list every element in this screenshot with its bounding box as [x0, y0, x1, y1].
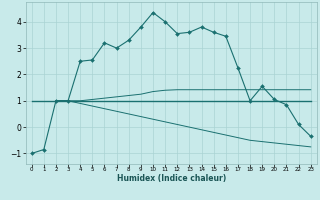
X-axis label: Humidex (Indice chaleur): Humidex (Indice chaleur) — [116, 174, 226, 183]
